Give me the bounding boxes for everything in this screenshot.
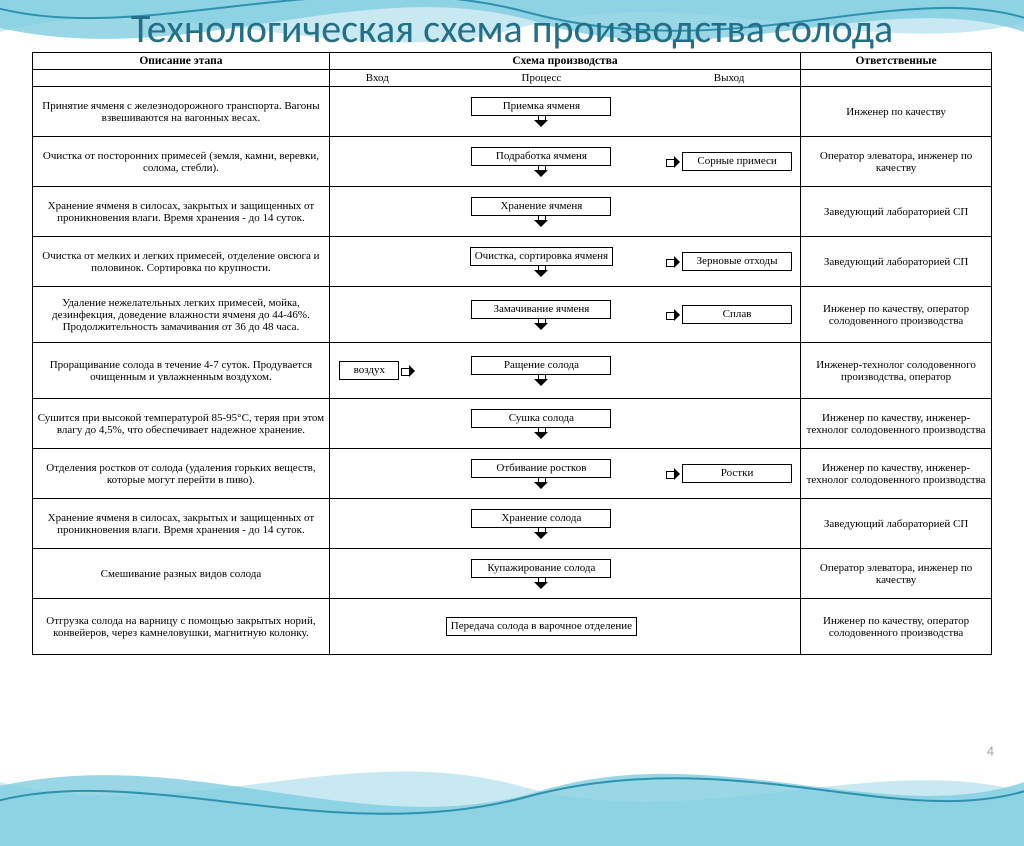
step-input (329, 237, 424, 287)
step-process: Отбивание ростков (425, 449, 658, 499)
step-output (658, 87, 801, 137)
step-process: Очистка, сортировка ячменя (425, 237, 658, 287)
step-output (658, 399, 801, 449)
process-box: Передача солода в варочное отделение (446, 617, 637, 635)
arrow-down-icon (535, 216, 547, 226)
step-desc: Смешивание разных видов солода (33, 549, 330, 599)
arrow-down-icon (535, 319, 547, 329)
subhead-out: Выход (658, 70, 801, 87)
process-box: Хранение солода (471, 509, 611, 527)
step-desc: Очистка от мелких и легких примесей, отд… (33, 237, 330, 287)
arrow-down-icon (535, 375, 547, 385)
step-resp: Заведующий лабораторией СП (801, 237, 992, 287)
step-resp: Оператор элеватора, инженер по качеству (801, 549, 992, 599)
step-process: Подработка ячменя (425, 137, 658, 187)
subhead-in: Вход (329, 70, 424, 87)
process-box: Подработка ячменя (471, 147, 611, 165)
step-output: Ростки (658, 449, 801, 499)
step-resp: Оператор элеватора, инженер по качеству (801, 137, 992, 187)
step-output (658, 499, 801, 549)
arrow-right-icon (401, 366, 415, 376)
step-resp: Инженер по качеству, оператор солодовенн… (801, 599, 992, 655)
subhead-proc: Процесс (425, 70, 658, 87)
step-output (658, 343, 801, 399)
page-number: 4 (987, 743, 994, 760)
step-desc: Сушится при высокой температурой 85-95°С… (33, 399, 330, 449)
arrow-right-icon (666, 257, 680, 267)
process-box: Приемка ячменя (471, 97, 611, 115)
arrow-right-icon (666, 469, 680, 479)
page-title: Технологическая схема производства солод… (0, 8, 1024, 50)
arrow-down-icon (535, 166, 547, 176)
step-process: Купажирование солода (425, 549, 658, 599)
output-box: Сорные примеси (682, 152, 792, 170)
process-box: Замачивание ячменя (471, 300, 611, 318)
arrow-right-icon (666, 310, 680, 320)
step-resp: Инженер по качеству, инженер-технолог со… (801, 399, 992, 449)
step-process: Ращение солода (425, 343, 658, 399)
step-process: Хранение солода (425, 499, 658, 549)
step-process: Замачивание ячменя (425, 287, 658, 343)
step-output: Сорные примеси (658, 137, 801, 187)
col-resp: Ответственные (801, 53, 992, 70)
step-resp: Инженер по качеству, оператор солодовенн… (801, 287, 992, 343)
step-input (329, 287, 424, 343)
step-input (329, 549, 424, 599)
step-resp: Инженер по качеству (801, 87, 992, 137)
process-box: Сушка солода (471, 409, 611, 427)
step-desc: Удаление нежелательных легких примесей, … (33, 287, 330, 343)
step-input (329, 187, 424, 237)
arrow-down-icon (535, 266, 547, 276)
step-desc: Принятие ячменя с железнодорожного транс… (33, 87, 330, 137)
step-input (329, 399, 424, 449)
step-desc: Проращивание солода в течение 4-7 суток.… (33, 343, 330, 399)
step-input (329, 137, 424, 187)
arrow-down-icon (535, 528, 547, 538)
step-process: Сушка солода (425, 399, 658, 449)
step-process: Хранение ячменя (425, 187, 658, 237)
process-box: Ращение солода (471, 356, 611, 374)
step-desc: Очистка от посторонних примесей (земля, … (33, 137, 330, 187)
step-process: Приемка ячменя (425, 87, 658, 137)
step-output: Зерновые отходы (658, 237, 801, 287)
step-output (658, 549, 801, 599)
step-desc: Хранение ячменя в силосах, закрытых и за… (33, 187, 330, 237)
output-box: Ростки (682, 464, 792, 482)
arrow-right-icon (666, 157, 680, 167)
process-flow-table: Описание этапа Схема производства Ответс… (32, 52, 992, 655)
arrow-down-icon (535, 428, 547, 438)
step-desc: Отгрузка солода на варницу с помощью зак… (33, 599, 330, 655)
step-resp: Инженер по качеству, инженер-технолог со… (801, 449, 992, 499)
process-box: Очистка, сортировка ячменя (470, 247, 613, 265)
step-process: Передача солода в варочное отделение (425, 599, 658, 655)
step-input (329, 449, 424, 499)
step-input (329, 499, 424, 549)
step-output (658, 599, 801, 655)
arrow-down-icon (535, 116, 547, 126)
arrow-down-icon (535, 578, 547, 588)
wave-decoration-bottom (0, 726, 1024, 846)
step-resp: Инженер-технолог солодовенного производс… (801, 343, 992, 399)
step-input: воздух (329, 343, 424, 399)
input-box: воздух (339, 361, 399, 379)
col-desc: Описание этапа (33, 53, 330, 70)
process-box: Хранение ячменя (471, 197, 611, 215)
output-box: Сплав (682, 305, 792, 323)
step-desc: Хранение ячменя в силосах, закрытых и за… (33, 499, 330, 549)
step-resp: Заведующий лабораторией СП (801, 499, 992, 549)
process-box: Купажирование солода (471, 559, 611, 577)
col-scheme: Схема производства (329, 53, 800, 70)
step-desc: Отделения ростков от солода (удаления го… (33, 449, 330, 499)
step-output (658, 187, 801, 237)
output-box: Зерновые отходы (682, 252, 792, 270)
process-box: Отбивание ростков (471, 459, 611, 477)
arrow-down-icon (535, 478, 547, 488)
step-resp: Заведующий лабораторией СП (801, 187, 992, 237)
step-output: Сплав (658, 287, 801, 343)
step-input (329, 599, 424, 655)
step-input (329, 87, 424, 137)
